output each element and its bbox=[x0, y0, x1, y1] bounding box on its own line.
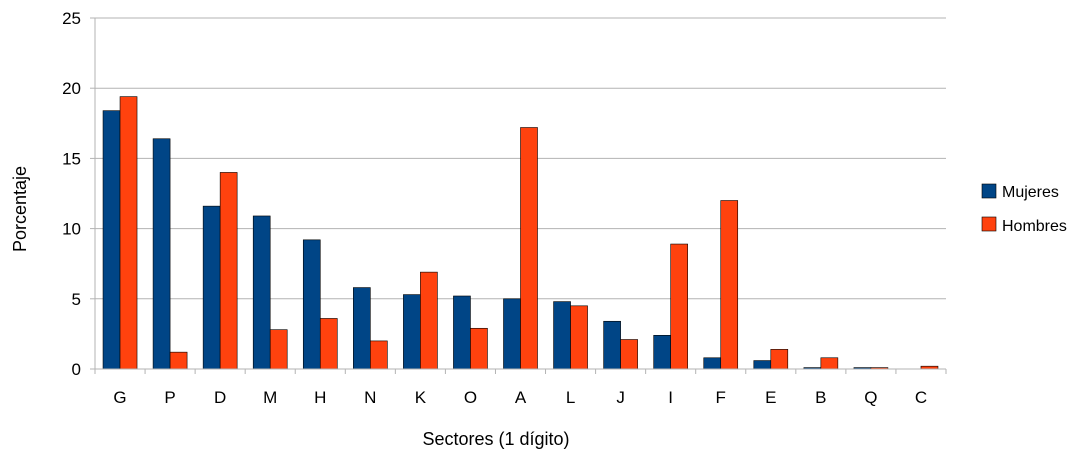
bar-mujeres-E bbox=[753, 360, 772, 370]
bar-mujeres-M bbox=[252, 215, 271, 370]
bar-mujeres-N bbox=[353, 287, 371, 370]
bar-hombres-B bbox=[820, 357, 839, 370]
legend: Mujeres Hombres bbox=[981, 183, 1067, 235]
legend-swatch-hombres bbox=[981, 216, 997, 232]
x-tick-label-A: A bbox=[515, 388, 527, 407]
axes: 0 5 10 15 20 25 G P D M H N K O A L J I F E B Q C bbox=[62, 9, 947, 407]
x-tick-label-D: D bbox=[214, 388, 226, 407]
bar-hombres-F bbox=[720, 200, 739, 370]
x-tick-label-Q: Q bbox=[864, 388, 877, 407]
bar-mujeres-L bbox=[553, 301, 571, 370]
y-axis-title: Porcentaje bbox=[10, 166, 30, 252]
bar-mujeres-K bbox=[403, 294, 421, 370]
bars bbox=[102, 96, 939, 370]
x-axis-title: Sectores (1 dígito) bbox=[422, 429, 569, 449]
bar-hombres-H bbox=[319, 318, 338, 370]
x-tick-label-P: P bbox=[164, 388, 175, 407]
bar-mujeres-F bbox=[703, 357, 722, 370]
x-tick-label-C: C bbox=[915, 388, 927, 407]
y-tick-label-15: 15 bbox=[62, 149, 81, 168]
x-tick-label-E: E bbox=[765, 388, 776, 407]
bar-hombres-G bbox=[119, 96, 138, 370]
legend-swatch-mujeres bbox=[981, 183, 997, 199]
bar-hombres-P bbox=[169, 351, 188, 370]
x-tick-label-L: L bbox=[566, 388, 575, 407]
bar-mujeres-I bbox=[653, 335, 671, 370]
y-tick-label-0: 0 bbox=[72, 360, 81, 379]
y-tick-label-10: 10 bbox=[62, 220, 81, 239]
y-tick-label-5: 5 bbox=[72, 290, 81, 309]
x-tick-label-O: O bbox=[464, 388, 477, 407]
bar-hombres-A bbox=[520, 127, 538, 370]
bar-hombres-K bbox=[420, 271, 438, 370]
x-tick-label-J: J bbox=[616, 388, 625, 407]
bar-mujeres-G bbox=[102, 110, 121, 370]
legend-label-hombres: Hombres bbox=[1002, 218, 1067, 235]
bar-hombres-L bbox=[570, 305, 588, 370]
y-tick-label-20: 20 bbox=[62, 79, 81, 98]
x-tick-label-G: G bbox=[113, 388, 126, 407]
bar-mujeres-D bbox=[202, 205, 221, 370]
bar-hombres-I bbox=[670, 243, 688, 370]
x-tick-label-F: F bbox=[716, 388, 726, 407]
bar-mujeres-A bbox=[503, 298, 521, 370]
x-tick-label-B: B bbox=[815, 388, 826, 407]
bar-mujeres-J bbox=[603, 320, 621, 370]
x-tick-label-H: H bbox=[314, 388, 326, 407]
x-tick-label-N: N bbox=[364, 388, 376, 407]
x-tick-label-I: I bbox=[668, 388, 673, 407]
legend-label-mujeres: Mujeres bbox=[1002, 184, 1059, 201]
bar-hombres-D bbox=[219, 172, 238, 370]
x-tick-label-K: K bbox=[415, 388, 427, 407]
bar-hombres-M bbox=[269, 329, 288, 370]
bar-hombres-J bbox=[620, 339, 638, 370]
bar-hombres-O bbox=[470, 327, 488, 370]
bar-hombres-N bbox=[370, 340, 388, 370]
bar-mujeres-O bbox=[453, 295, 471, 370]
x-tick-label-M: M bbox=[263, 388, 277, 407]
bar-mujeres-H bbox=[302, 239, 321, 370]
y-tick-label-25: 25 bbox=[62, 9, 81, 28]
bar-hombres-E bbox=[770, 349, 789, 370]
bar-mujeres-P bbox=[152, 138, 171, 370]
